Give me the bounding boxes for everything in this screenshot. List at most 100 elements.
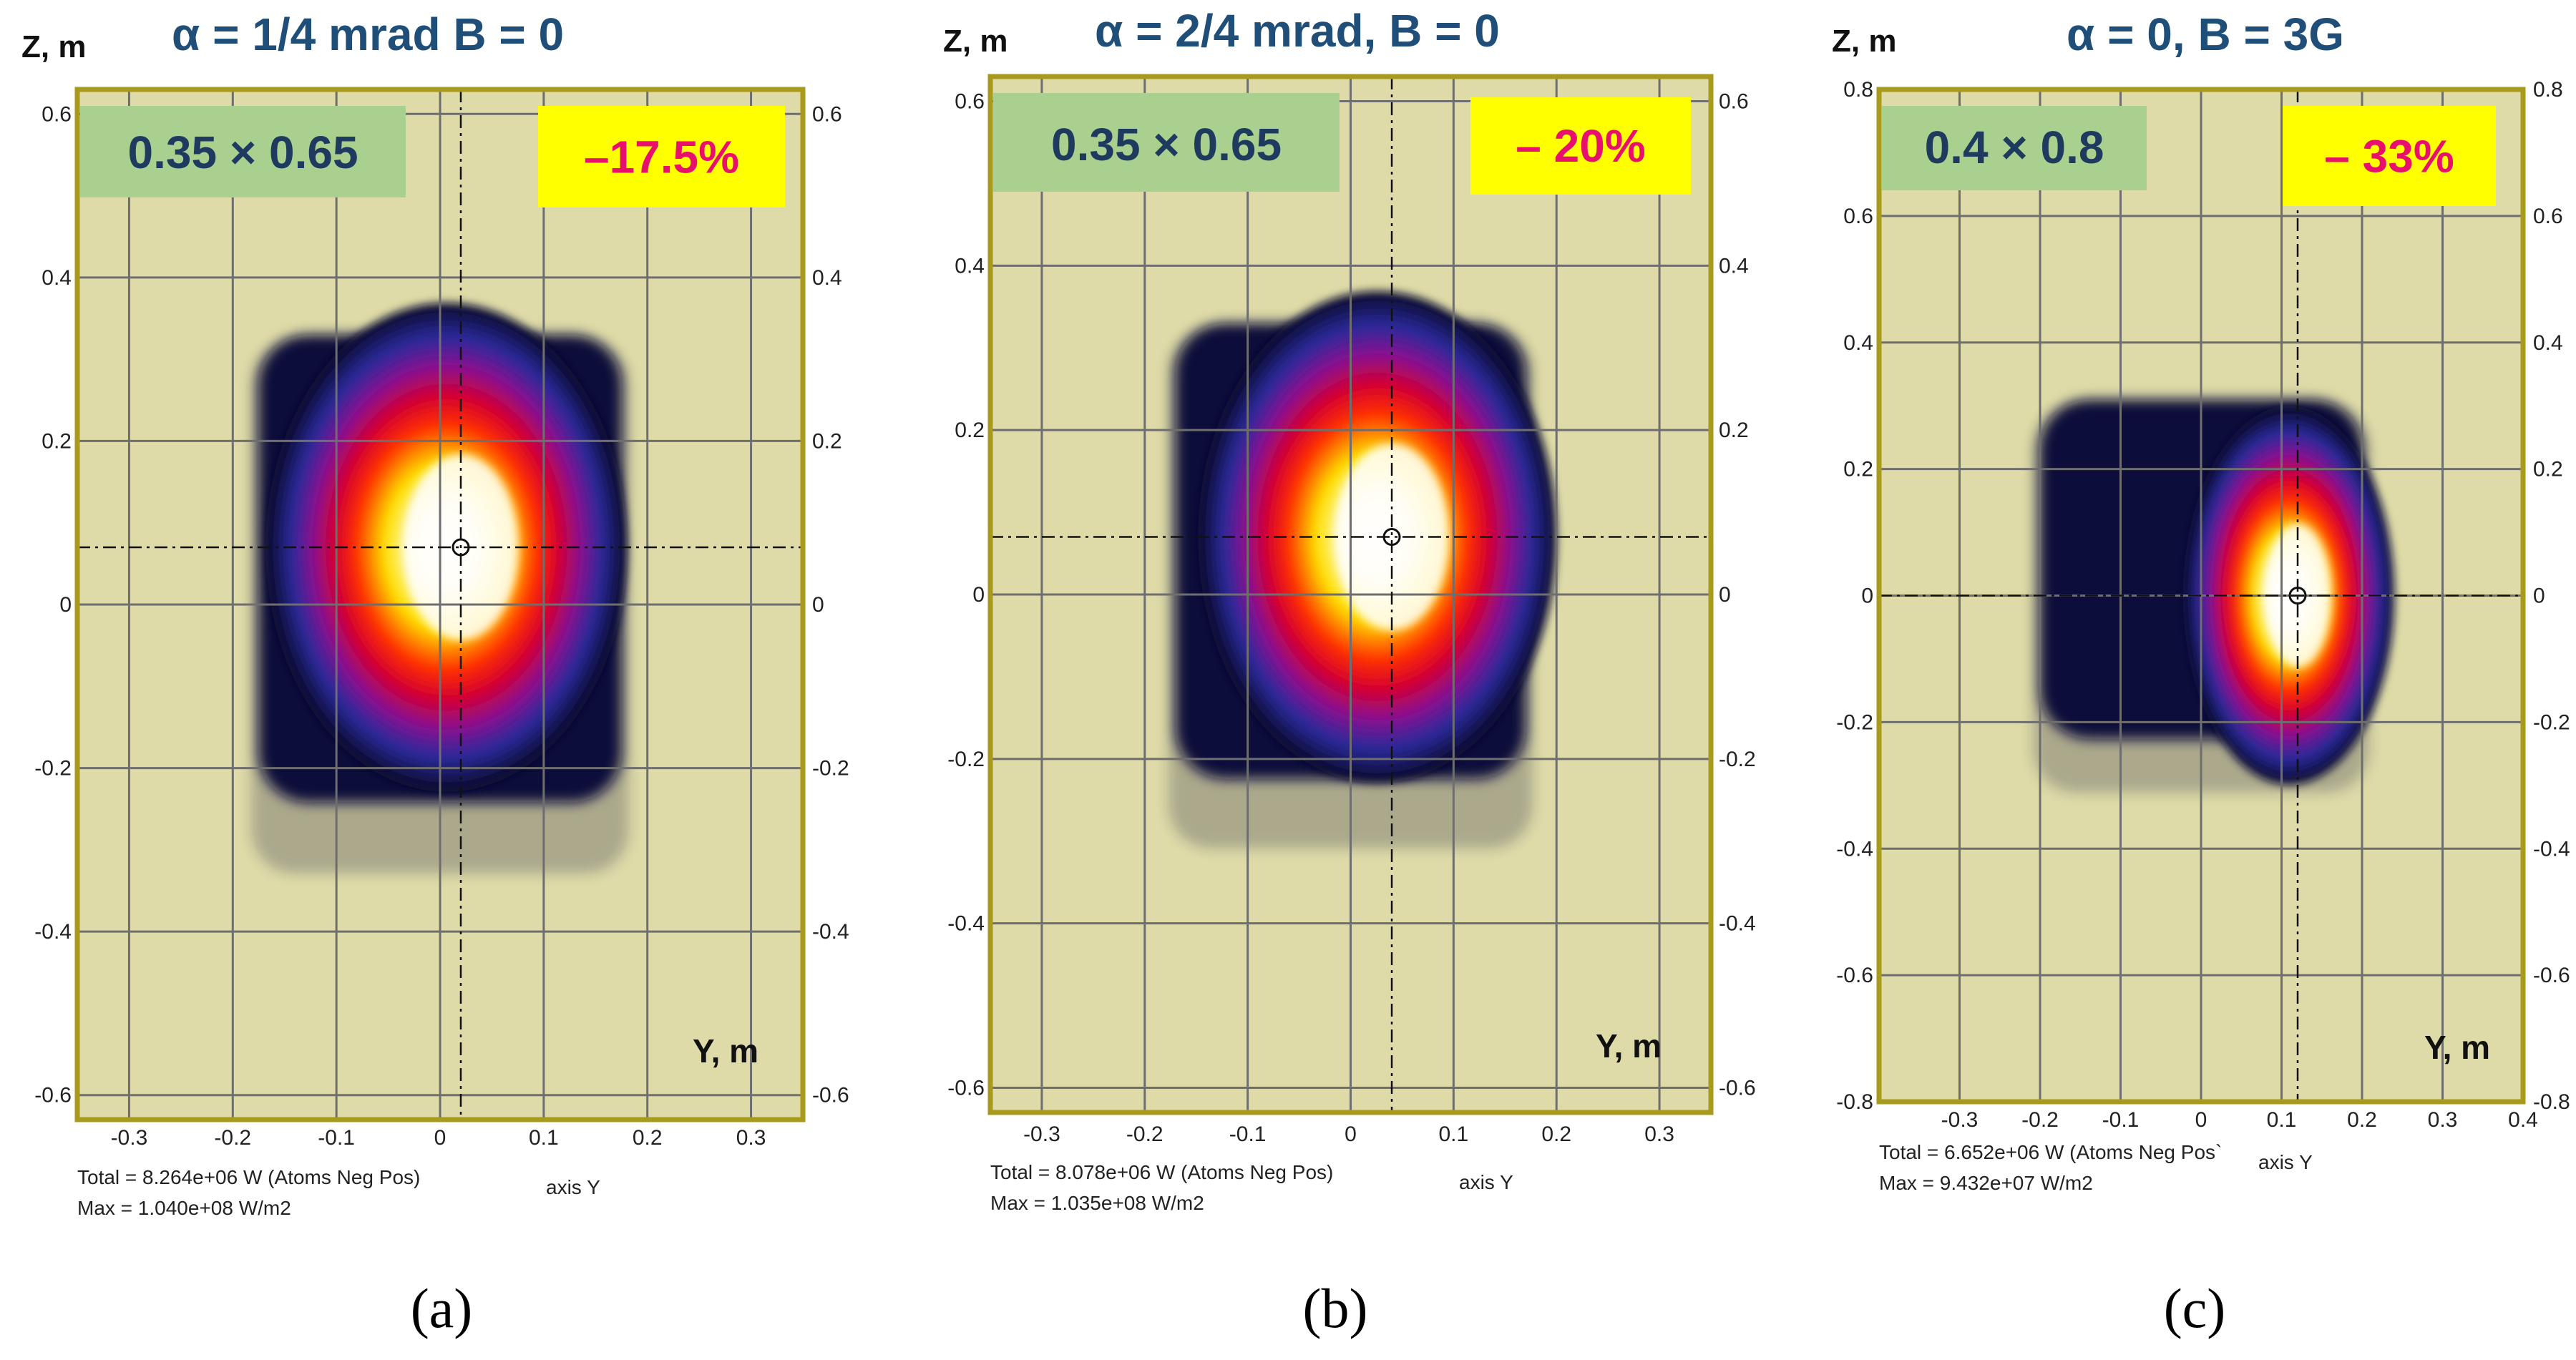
y-tick-label-right: -0.6: [1719, 1077, 1756, 1100]
x-tick-label: 0: [1345, 1122, 1357, 1146]
y-tick-label-right: 0.8: [2533, 78, 2563, 102]
percent-text: – 33%: [2324, 130, 2454, 182]
panel-a: -0.3 -0.2 -0.1 0 0.1 0.2 0.3 -0.6 -0.6 -0.4 -0.4 -0…: [21, 9, 849, 1339]
x-tick-label: 0.1: [1438, 1122, 1468, 1146]
y-tick-label-left: 0.6: [1843, 205, 1873, 228]
x-tick-label: 0.1: [529, 1126, 559, 1150]
panel-c: -0.3 -0.2 -0.1 0 0.1 0.2 0.3 0.4-0.8 -0.8-0.6 -0.…: [1832, 9, 2570, 1339]
y-tick-label-left: 0.6: [42, 102, 72, 126]
y-tick-label-left: -0.4: [1836, 837, 1873, 861]
y-axis-label: Y, m: [693, 1032, 758, 1070]
y-tick-label-right: -0.8: [2533, 1090, 2570, 1114]
x-tick-label: -0.2: [1126, 1122, 1163, 1146]
x-tick-label: 0.3: [1644, 1122, 1674, 1146]
percent-text: –17.5%: [584, 132, 739, 183]
y-tick-label-right: -0.2: [2533, 710, 2570, 734]
x-tick-label: -0.2: [214, 1126, 251, 1150]
x-tick-label: 0.3: [2428, 1108, 2458, 1132]
y-tick-label-left: -0.2: [34, 757, 72, 781]
heat-map: [1168, 290, 1557, 848]
y-tick-label-right: -0.2: [812, 757, 849, 781]
max-density-line: Max = 9.432e+07 W/m2: [1879, 1172, 2093, 1194]
x-tick-label: 0.4: [2508, 1108, 2538, 1132]
y-tick-label-left: -0.2: [947, 748, 985, 771]
y-axis-label: Y, m: [1596, 1027, 1662, 1065]
plot-frame: [1876, 87, 2526, 1105]
y-tick-label-right: -0.6: [2533, 964, 2570, 987]
y-tick-label-left: 0.4: [955, 254, 985, 278]
y-tick-label-left: 0.8: [1843, 78, 1873, 102]
total-power-line: Total = 8.078e+06 W (Atoms Neg Pos): [990, 1161, 1333, 1183]
z-axis-label: Z, m: [943, 24, 1008, 59]
subfigure-label: (b): [1303, 1277, 1368, 1339]
y-tick-label-right: 0.6: [2533, 205, 2563, 228]
y-tick-label-right: 0.2: [1719, 419, 1749, 442]
percent-badge: [1470, 97, 1691, 195]
z-axis-label: Z, m: [21, 29, 86, 64]
y-tick-label-left: 0.2: [1843, 458, 1873, 481]
y-tick-label-right: 0.6: [1719, 89, 1749, 113]
x-tick-label: -0.1: [1229, 1122, 1267, 1146]
peak-marker: [452, 538, 470, 557]
y-tick-label-right: -0.4: [1719, 912, 1756, 936]
y-tick-label-right: 0: [2533, 584, 2545, 608]
subfigure-label: (a): [411, 1277, 473, 1339]
percent-badge: [2283, 106, 2496, 206]
y-tick-label-left: 0: [59, 593, 72, 617]
x-tick-label: 0.2: [633, 1126, 663, 1150]
panel-b: -0.3 -0.2 -0.1 0 0.1 0.2 0.3 -0.6 -0.6 -0.4 -0.4 -0…: [943, 5, 1756, 1339]
y-tick-label-left: -0.8: [1836, 1090, 1873, 1114]
y-tick-label-right: 0.4: [1719, 254, 1749, 278]
y-tick-label-left: 0: [972, 583, 985, 607]
x-tick-label: 0.2: [2347, 1108, 2377, 1132]
dimensions-badge: [80, 106, 406, 197]
panel-title: α = 1/4 mrad B = 0: [172, 9, 564, 60]
x-tick-label: 0.3: [736, 1126, 766, 1150]
x-tick-label: -0.3: [1023, 1122, 1060, 1146]
y-tick-label-right: 0.4: [2533, 331, 2563, 355]
y-tick-label-left: -0.4: [34, 920, 72, 944]
peak-marker: [2288, 587, 2307, 605]
dimensions-text: 0.4 × 0.8: [1925, 122, 2104, 173]
y-tick-label-left: 0.4: [1843, 331, 1873, 355]
z-axis-label: Z, m: [1832, 24, 1896, 59]
y-tick-label-right: 0: [812, 593, 824, 617]
y-tick-label-left: 0.6: [955, 89, 985, 113]
dimensions-badge: [993, 93, 1340, 192]
dimensions-text: 0.35 × 0.65: [127, 127, 358, 178]
dimensions-badge: [1882, 106, 2147, 190]
peak-marker: [1382, 528, 1401, 547]
y-tick-label-right: 0.2: [812, 429, 842, 453]
y-axis-label: Y, m: [2424, 1029, 2490, 1066]
max-density-line: Max = 1.035e+08 W/m2: [990, 1192, 1204, 1214]
x-tick-label: 0: [434, 1126, 447, 1150]
axis-note: axis Y: [1459, 1171, 1513, 1193]
y-tick-label-right: -0.4: [2533, 837, 2570, 861]
y-tick-label-left: -0.6: [1836, 964, 1873, 987]
x-tick-label: 0.1: [2267, 1108, 2297, 1132]
y-tick-label-left: -0.6: [947, 1077, 985, 1100]
y-tick-label-right: 0.4: [812, 266, 842, 290]
y-tick-label-right: -0.2: [1719, 748, 1756, 771]
plot-frame: [74, 87, 806, 1122]
y-tick-label-right: -0.6: [812, 1084, 849, 1107]
max-density-line: Max = 1.040e+08 W/m2: [77, 1197, 291, 1219]
y-tick-label-right: 0.6: [812, 102, 842, 126]
x-tick-label: -0.3: [1941, 1108, 1979, 1132]
panel-title: α = 0, B = 3G: [2067, 9, 2344, 60]
y-tick-label-right: 0: [1719, 583, 1731, 607]
x-tick-label: 0.2: [1541, 1122, 1571, 1146]
panel-title: α = 2/4 mrad, B = 0: [1095, 5, 1500, 57]
y-tick-label-left: -0.4: [947, 912, 985, 936]
total-power-line: Total = 8.264e+06 W (Atoms Neg Pos): [77, 1166, 420, 1188]
dimensions-text: 0.35 × 0.65: [1051, 119, 1282, 170]
percent-badge: [538, 106, 785, 207]
percent-text: – 20%: [1516, 120, 1645, 172]
x-tick-label: -0.1: [2102, 1108, 2140, 1132]
x-tick-label: -0.1: [318, 1126, 355, 1150]
y-tick-label-left: 0: [1861, 584, 1873, 608]
y-tick-label-left: 0.2: [955, 419, 985, 442]
y-tick-label-right: -0.4: [812, 920, 849, 944]
axis-note: axis Y: [546, 1176, 600, 1198]
y-tick-label-left: -0.2: [1836, 710, 1873, 734]
